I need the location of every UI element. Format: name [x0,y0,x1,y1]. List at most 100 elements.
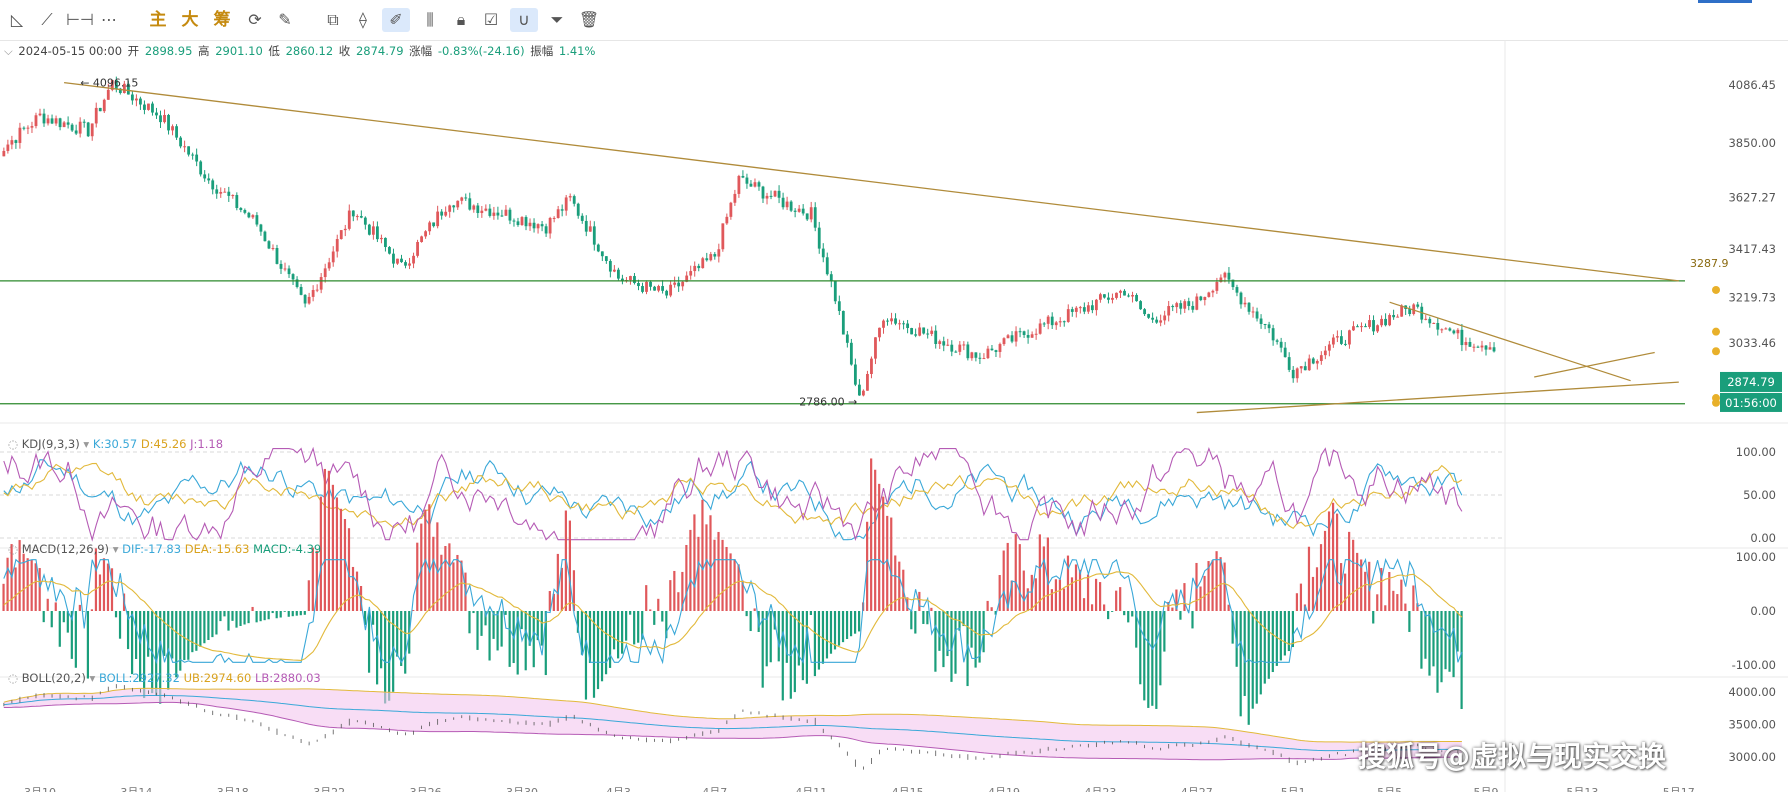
main-chart-button[interactable]: 主 [149,10,167,30]
candle-body [733,193,737,203]
pen-icon[interactable]: ✎ [278,10,292,29]
upper-trend-line [64,81,1679,282]
filter-icon[interactable]: ⏷ [550,10,564,29]
macd-histogram-bar [456,554,459,611]
kdj-y-tick: 100.00 [1736,445,1776,459]
macd-histogram-bar [1460,611,1463,710]
macd-histogram-bar [283,611,286,612]
macd-histogram-bar [930,607,933,611]
triangle-upper-line [1389,301,1631,382]
trash-icon[interactable]: 🗑︎ [578,10,600,29]
macd-histogram-bar [199,611,202,647]
trend-line-icon[interactable]: ◺ [10,10,24,29]
toolbar-corner-tab[interactable] [1698,0,1752,3]
candle-body [1400,305,1404,317]
macd-histogram-bar [1243,611,1246,696]
candle-body [1143,309,1146,315]
rotate-icon[interactable]: ⟳ [248,10,262,29]
candle-body [890,318,893,322]
eye-icon[interactable]: ◌ [8,542,19,556]
candle-body [1243,302,1247,305]
collapse-icon[interactable]: ⌵ [4,44,13,58]
candle-body [106,89,110,100]
candle-body [801,208,805,214]
macd-histogram-bar [516,611,519,675]
eye-icon[interactable]: ◌ [8,671,19,685]
macd-histogram-bar [950,611,953,682]
macd-histogram-bar [114,611,118,618]
candle-body [584,220,588,232]
candle-body [1066,309,1070,322]
big-button[interactable]: 大 [181,10,199,30]
drawing-toolbar: ◺ ⟋ ⊢⊣ ⋯ 主 大 筹 ⟳ ✎ ⧉ ⟠ ✐ ⫼ 🔒︎ ☑ ∪ ⏷ 🗑︎ [0,0,1788,41]
macd-histogram-bar [1372,611,1375,624]
candle-body [167,114,170,131]
macd-histogram-bar [608,611,612,668]
low-annotation: 2786.00 → [799,396,857,409]
macd-histogram-bar [1107,611,1110,620]
ruler-icon[interactable]: ⟠ [359,10,367,29]
candle-body [1219,277,1223,282]
brush-icon[interactable]: ✐ [382,8,410,32]
macd-histogram-bar [572,570,576,611]
ray-icon[interactable]: ⟋ [41,10,53,29]
candle-body [307,296,311,304]
candle-body [10,140,14,145]
macd-histogram-bar [46,598,49,611]
candle-body [134,98,138,101]
macd-histogram-bar [106,563,110,611]
macd-histogram-bar [753,608,756,611]
macd-histogram-bar [1203,575,1206,611]
macd-histogram-bar [175,611,178,678]
candle-icon[interactable]: ⫼ [426,10,434,29]
candle-body [922,327,926,334]
macd-histogram-bar [536,611,539,641]
macd-histogram-bar [592,611,596,698]
kdj-dropdown-icon[interactable]: ▾ [83,437,90,451]
macd-histogram-bar [452,562,455,611]
macd-histogram-bar [1099,582,1102,611]
chips-button[interactable]: 筹 [213,10,231,30]
candle-body [1344,343,1347,345]
eye-icon[interactable]: ◌ [8,437,19,451]
candle-body [1175,303,1179,308]
note-icon[interactable]: ☑ [483,10,499,29]
macd-histogram-bar [701,499,704,611]
candle-body [1468,341,1472,347]
candle-body [1187,301,1191,306]
candle-body [773,190,777,197]
macd-histogram-bar [1211,560,1214,611]
candle-body [685,275,689,282]
macd-histogram-bar [1062,588,1066,611]
candle-body [1263,323,1267,325]
candle-body [1235,287,1239,293]
candle-body [1135,294,1138,302]
candle-body [130,94,134,101]
boll-dropdown-icon[interactable]: ▾ [89,671,96,685]
macd-histogram-bar [841,611,845,643]
macd-histogram-bar [532,611,535,668]
macd-histogram-bar [183,611,186,661]
copy-icon[interactable]: ⧉ [327,10,339,29]
horizontal-line-icon[interactable]: ⊢⊣ [66,10,94,29]
candle-body [994,350,998,352]
candle-body [580,215,584,221]
macd-histogram-bar [801,611,804,681]
lock-icon[interactable]: 🔒︎ [456,10,466,29]
candle-body [621,278,624,281]
candle-body [291,274,295,280]
candle-body [1211,290,1215,293]
macd-histogram-bar [781,611,784,701]
candle-body [1127,295,1130,297]
candle-body [400,258,403,263]
macd-dropdown-icon[interactable]: ▾ [112,542,119,556]
candle-body [1115,292,1118,298]
candle-body [713,254,717,257]
magnet-icon[interactable]: ∪ [510,8,538,32]
more-icon[interactable]: ⋯ [101,10,117,29]
macd-histogram-bar [1424,611,1427,659]
candle-body [520,217,524,226]
macd-histogram-bar [384,611,387,704]
macd-histogram-bar [548,591,551,611]
